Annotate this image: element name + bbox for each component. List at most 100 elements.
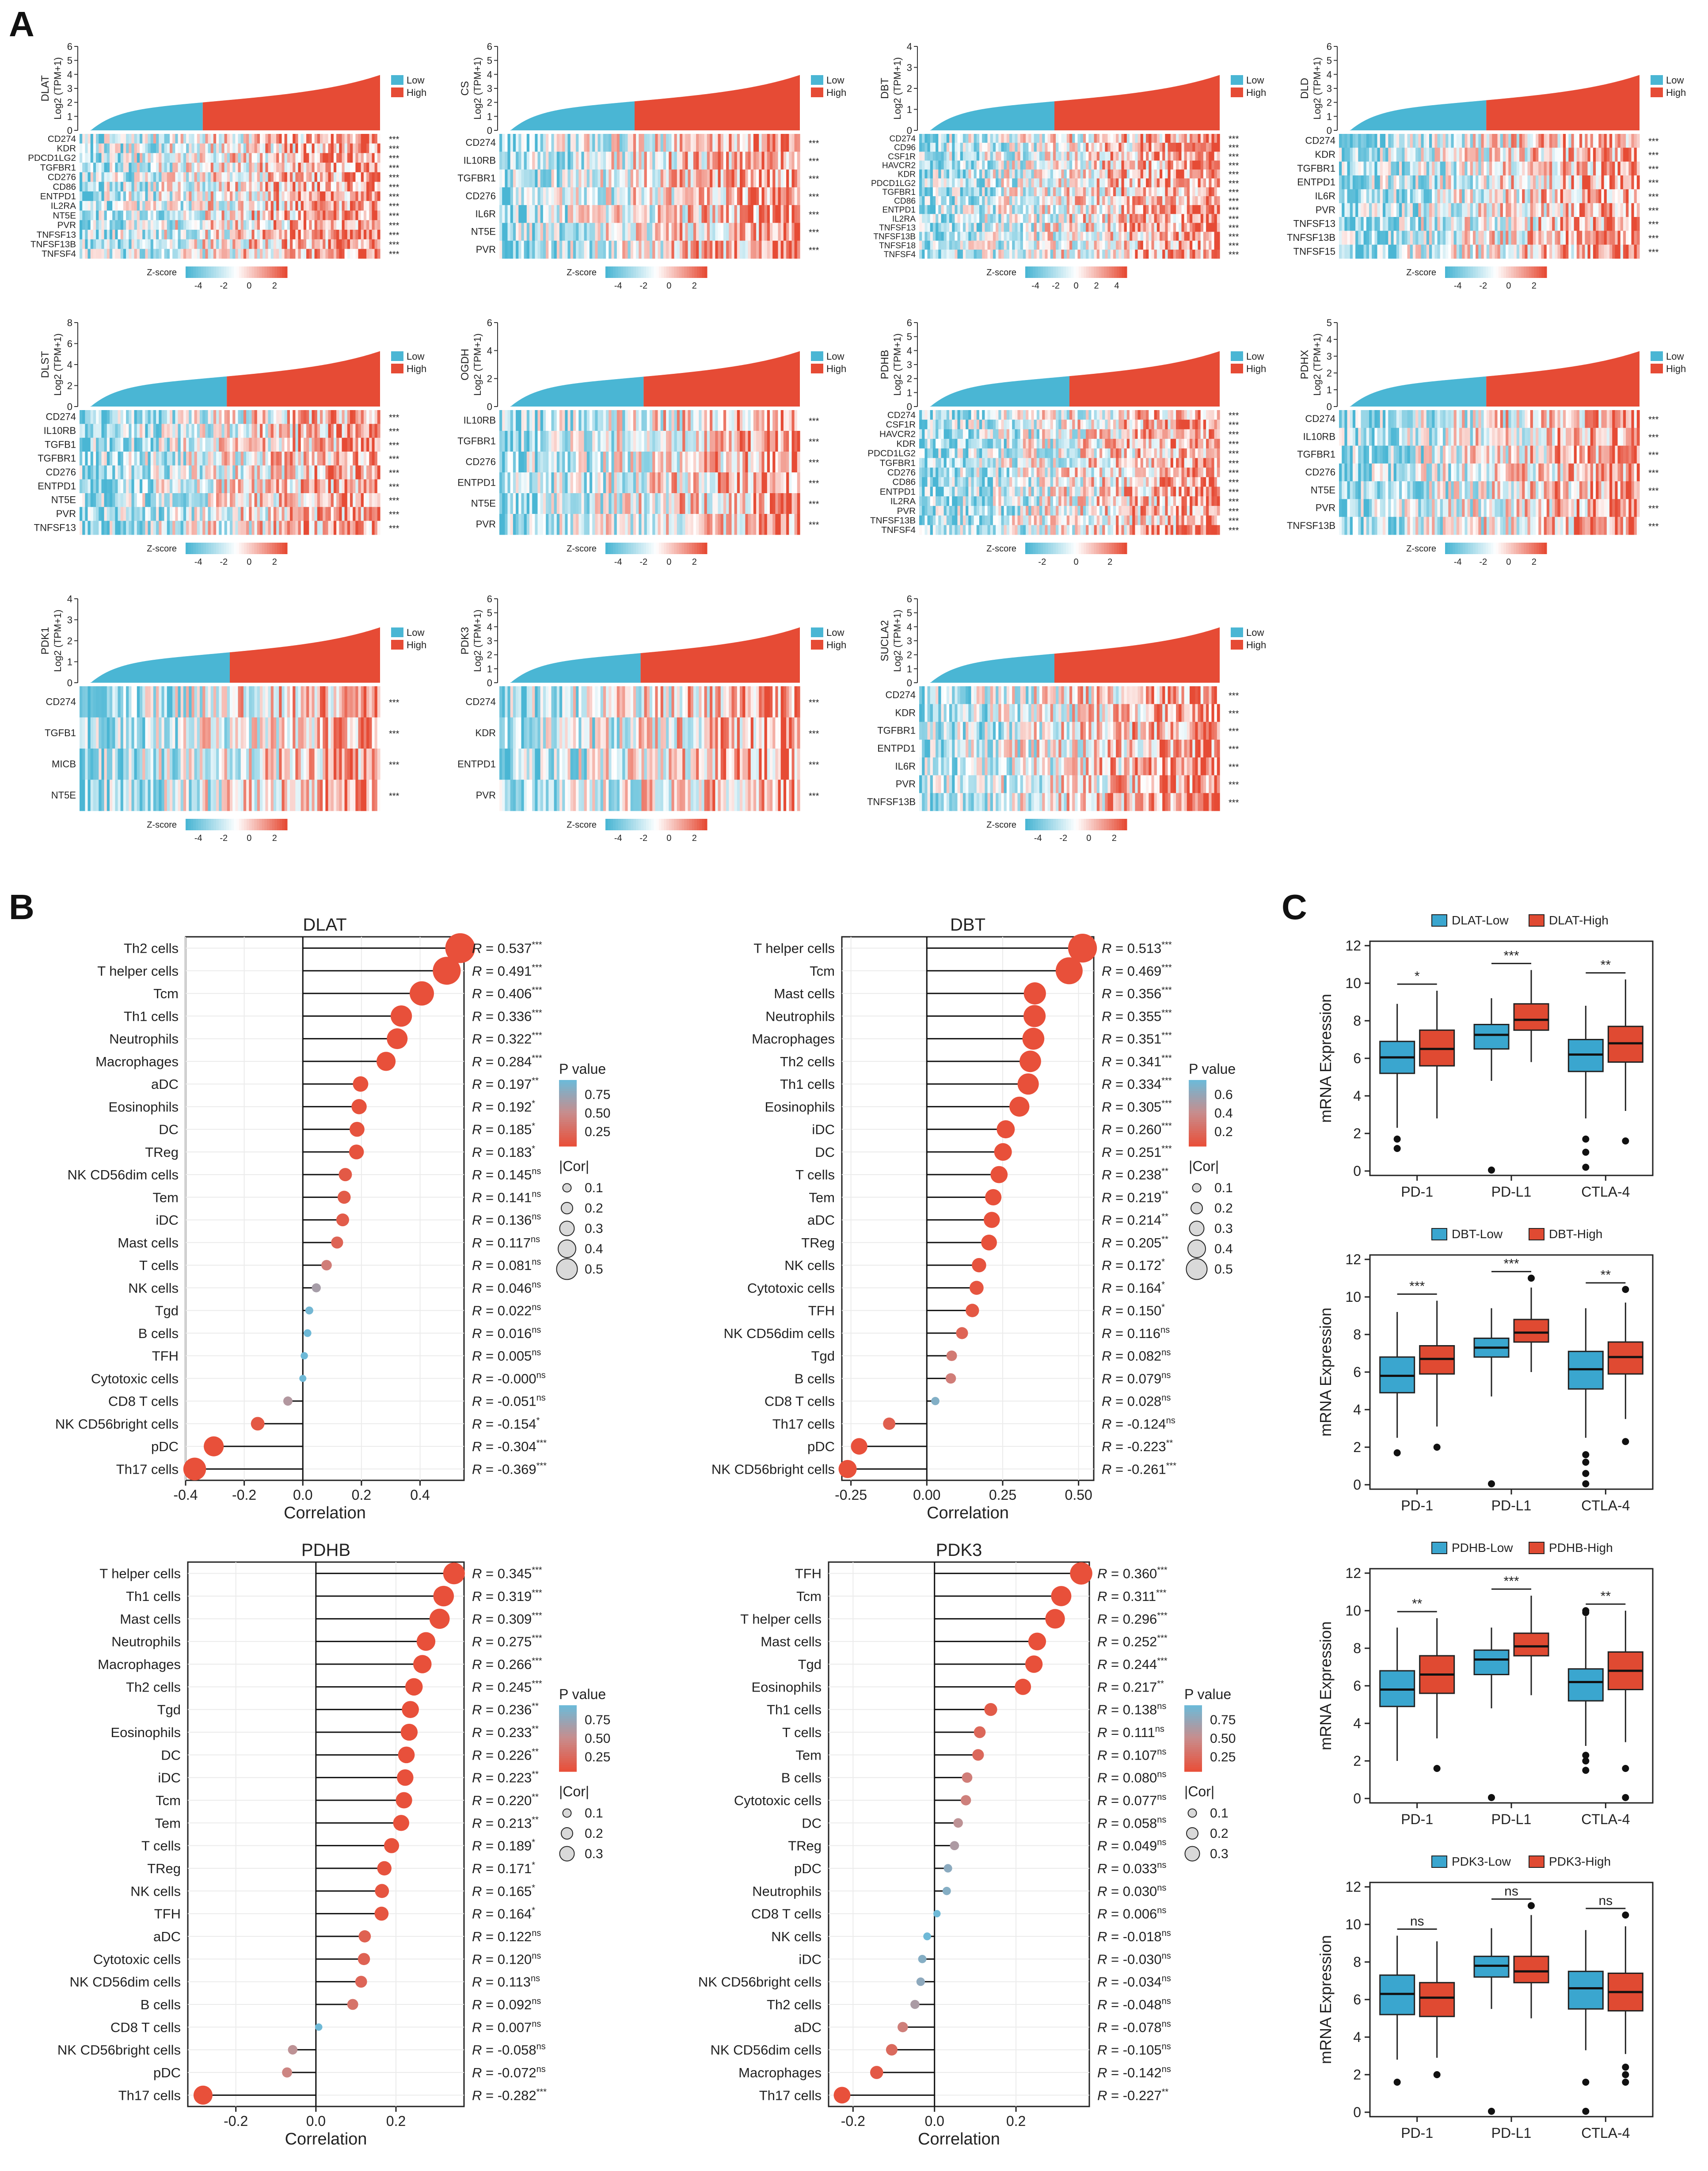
- colorbar-step: [254, 266, 257, 278]
- heatmap-cell: [118, 220, 121, 230]
- heatmap-cell: [946, 196, 950, 205]
- zscore-label: Z-score: [986, 268, 1016, 278]
- heatmap-cell: [137, 172, 140, 182]
- heatmap-cell: [1527, 148, 1531, 162]
- heatmap-cell: [723, 134, 727, 152]
- heatmap-cell: [243, 229, 247, 240]
- heatmap-cell: [224, 220, 228, 230]
- heatmap-cell: [1467, 161, 1471, 176]
- heatmap-cell: [1615, 148, 1618, 162]
- heatmap-cell: [1440, 148, 1443, 162]
- heatmap-cell: [232, 191, 236, 202]
- heatmap-cell: [507, 240, 511, 259]
- heatmap-cell: [1077, 160, 1081, 170]
- heatmap-cell: [971, 178, 974, 188]
- heatmap-cell: [1083, 143, 1086, 152]
- heatmap-cell: [943, 187, 947, 197]
- heatmap-cell: [328, 153, 331, 163]
- heatmap-cell: [1143, 232, 1146, 241]
- heatmap-cell: [227, 143, 230, 153]
- heatmap-cell: [1407, 231, 1411, 245]
- heatmap-cell: [374, 163, 378, 173]
- heatmap-cell: [1116, 134, 1119, 143]
- heatmap-cell: [753, 205, 757, 223]
- heatmap-cell: [1107, 249, 1111, 259]
- heatmap-cell: [1198, 205, 1201, 214]
- heatmap-cell: [80, 249, 83, 259]
- heatmap-cell: [1506, 231, 1509, 245]
- heatmap-cell: [172, 153, 175, 163]
- heatmap-cell: [1009, 205, 1012, 214]
- heatmap-cell: [548, 152, 552, 170]
- heatmap-cell: [1184, 223, 1187, 232]
- heatmap-cell: [344, 153, 348, 163]
- heatmap-cell: [516, 134, 519, 152]
- heatmap-cell: [156, 229, 159, 240]
- heatmap-cell: [669, 223, 672, 241]
- heatmap-cell: [240, 143, 244, 153]
- heatmap-cell: [1352, 148, 1356, 162]
- heatmap-cell: [123, 134, 126, 144]
- heatmap-cell: [789, 187, 792, 205]
- heatmap-cell: [153, 172, 156, 182]
- heatmap-cell: [1170, 214, 1174, 223]
- heatmap-cell: [90, 249, 94, 259]
- heatmap-cell: [952, 187, 955, 197]
- heatmap-cell: [955, 249, 958, 259]
- heatmap-cell: [167, 182, 170, 192]
- heatmap-cell: [1516, 203, 1520, 217]
- heatmap-cell: [1026, 196, 1029, 205]
- heatmap-cell: [658, 205, 661, 223]
- heatmap-cell: [1506, 217, 1509, 231]
- heatmap-cell: [1162, 223, 1165, 232]
- heatmap-cell: [1437, 175, 1441, 190]
- heatmap-cell: [1080, 232, 1084, 241]
- heatmap-cell: [1604, 161, 1607, 176]
- heatmap-cell: [1195, 187, 1198, 197]
- heatmap-cell: [1124, 134, 1127, 143]
- heatmap-cell: [175, 153, 179, 163]
- heatmap-cell: [208, 239, 211, 249]
- heatmap-cell: [761, 205, 765, 223]
- heatmap-cell: [1536, 189, 1539, 203]
- heatmap-cell: [625, 134, 628, 152]
- heatmap-cell: [87, 249, 91, 259]
- heatmap-cell: [936, 249, 939, 259]
- colorbar-step: [616, 266, 619, 278]
- heatmap-cell: [333, 134, 337, 144]
- heatmap-cell: [372, 229, 375, 240]
- heatmap-cell: [1146, 152, 1149, 161]
- heatmap-cell: [93, 191, 96, 202]
- heatmap-cell: [1045, 169, 1048, 179]
- heatmap-cell: [189, 210, 192, 221]
- heatmap-cell: [1200, 169, 1204, 179]
- heatmap-cell: [189, 182, 192, 192]
- heatmap-cell: [87, 191, 91, 202]
- heatmap-row-sig: ***: [809, 175, 819, 184]
- heatmap-row-sig: ***: [1229, 224, 1239, 233]
- heatmap-cell: [1047, 196, 1051, 205]
- heatmap-cell: [753, 134, 757, 152]
- heatmap-cells: [1339, 134, 1640, 259]
- heatmap-cell: [1533, 148, 1536, 162]
- heatmap-cell: [1448, 148, 1452, 162]
- heatmap-cell: [1369, 244, 1372, 259]
- heatmap-cell: [957, 134, 961, 143]
- heatmap-cell: [932, 143, 936, 152]
- heatmap-cell: [131, 182, 135, 192]
- heatmap-cell: [1080, 223, 1084, 232]
- heatmap-cell: [309, 163, 312, 173]
- heatmap-cell: [1609, 189, 1613, 203]
- heatmap-cell: [110, 134, 113, 144]
- heatmap-cell: [167, 210, 170, 221]
- heatmap-cell: [1146, 214, 1149, 223]
- heatmap-cell: [499, 169, 502, 188]
- heatmap-cell: [120, 153, 124, 163]
- heatmap-cell: [328, 201, 331, 211]
- heatmap-cell: [756, 134, 759, 152]
- heatmap-cell: [1061, 232, 1065, 241]
- heatmap-cell: [600, 169, 604, 188]
- heatmap-cell: [630, 152, 634, 170]
- heatmap-cell: [1626, 189, 1629, 203]
- heatmap-cell: [295, 239, 299, 249]
